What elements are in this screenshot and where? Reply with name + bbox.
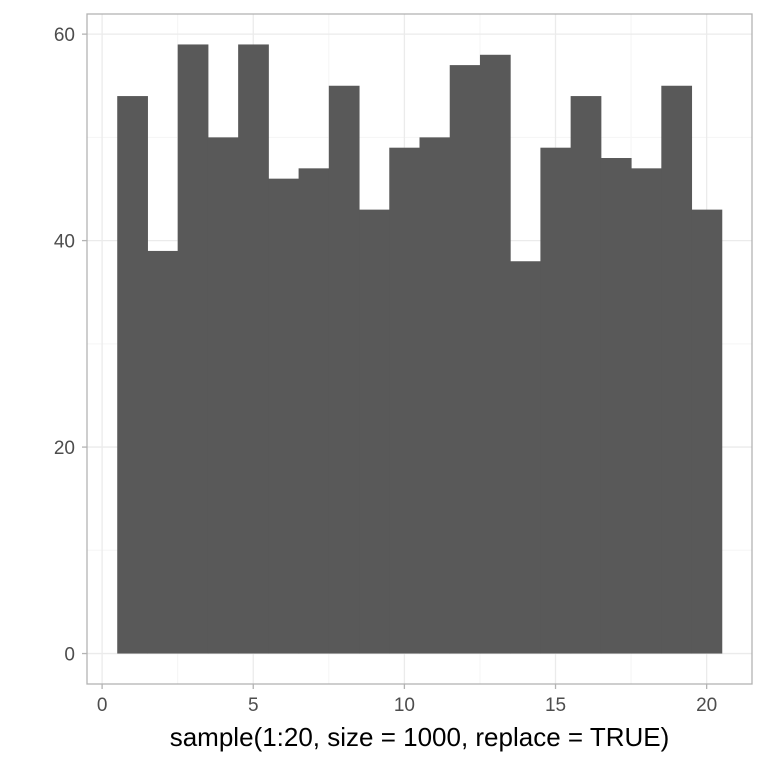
bar-7 bbox=[298, 168, 330, 654]
bar-3 bbox=[177, 44, 209, 654]
panel-border bbox=[86, 13, 753, 685]
x-tick-label-2: 10 bbox=[394, 695, 415, 716]
bar-14 bbox=[510, 261, 541, 654]
y-tick-label-0: 0 bbox=[64, 645, 75, 666]
y-tick-label-3: 60 bbox=[54, 25, 75, 46]
x-tick-label-0: 0 bbox=[97, 695, 108, 716]
x-axis-title: sample(1:20, size = 1000, replace = TRUE… bbox=[170, 722, 670, 752]
bar-1 bbox=[117, 96, 148, 654]
bar-11 bbox=[419, 137, 451, 654]
histogram-bars bbox=[117, 44, 723, 654]
bar-4 bbox=[207, 137, 239, 654]
bar-5 bbox=[238, 44, 269, 654]
bar-9 bbox=[359, 209, 390, 654]
bar-17 bbox=[600, 158, 632, 654]
y-tick-label-1: 20 bbox=[54, 438, 75, 459]
x-tick-label-1: 5 bbox=[248, 695, 259, 716]
bar-6 bbox=[268, 178, 300, 654]
x-tick-label-4: 20 bbox=[696, 695, 717, 716]
y-tick-label-2: 40 bbox=[54, 232, 75, 253]
bar-18 bbox=[631, 168, 662, 654]
axis-ticks: 0 5 10 15 20 0 20 40 60 bbox=[54, 25, 717, 716]
bar-20 bbox=[691, 209, 723, 654]
bar-19 bbox=[661, 85, 693, 654]
bar-13 bbox=[479, 54, 511, 654]
x-tick-label-3: 15 bbox=[545, 695, 566, 716]
bar-8 bbox=[328, 85, 360, 654]
bar-10 bbox=[389, 147, 420, 654]
bar-12 bbox=[449, 65, 481, 654]
bar-15 bbox=[540, 147, 572, 654]
bar-16 bbox=[570, 96, 602, 654]
bar-2 bbox=[147, 250, 179, 654]
